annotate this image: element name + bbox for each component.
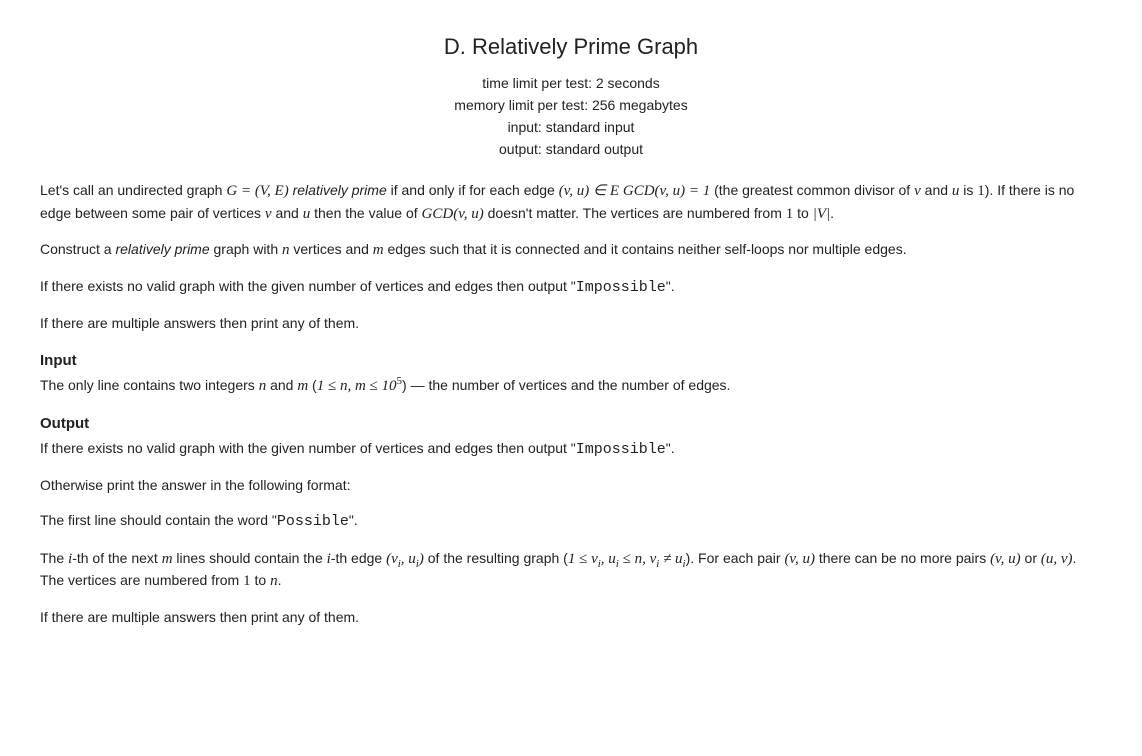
output-para-5: If there are multiple answers then print…	[40, 607, 1102, 628]
output-para-2: Otherwise print the answer in the follow…	[40, 475, 1102, 496]
memory-limit: memory limit per test: 256 megabytes	[40, 95, 1102, 116]
output-file: output: standard output	[40, 139, 1102, 160]
time-limit: time limit per test: 2 seconds	[40, 73, 1102, 94]
problem-limits: time limit per test: 2 seconds memory li…	[40, 73, 1102, 160]
output-section-header: Output	[40, 413, 1102, 436]
inline-code: Impossible	[576, 279, 666, 296]
statement-para-3: If there exists no valid graph with the …	[40, 276, 1102, 300]
output-para-3: The first line should contain the word "…	[40, 510, 1102, 534]
statement-para-1: Let's call an undirected graph G = (V, E…	[40, 180, 1102, 225]
output-para-1: If there exists no valid graph with the …	[40, 438, 1102, 462]
statement-para-4: If there are multiple answers then print…	[40, 313, 1102, 334]
inline-code: Possible	[277, 513, 349, 530]
inline-code: Impossible	[576, 441, 666, 458]
input-file: input: standard input	[40, 117, 1102, 138]
input-para-1: The only line contains two integers n an…	[40, 375, 1102, 398]
input-section-header: Input	[40, 350, 1102, 373]
problem-title: D. Relatively Prime Graph	[40, 30, 1102, 63]
statement-para-2: Construct a relatively prime graph with …	[40, 239, 1102, 262]
output-para-4: The i-th of the next m lines should cont…	[40, 548, 1102, 593]
